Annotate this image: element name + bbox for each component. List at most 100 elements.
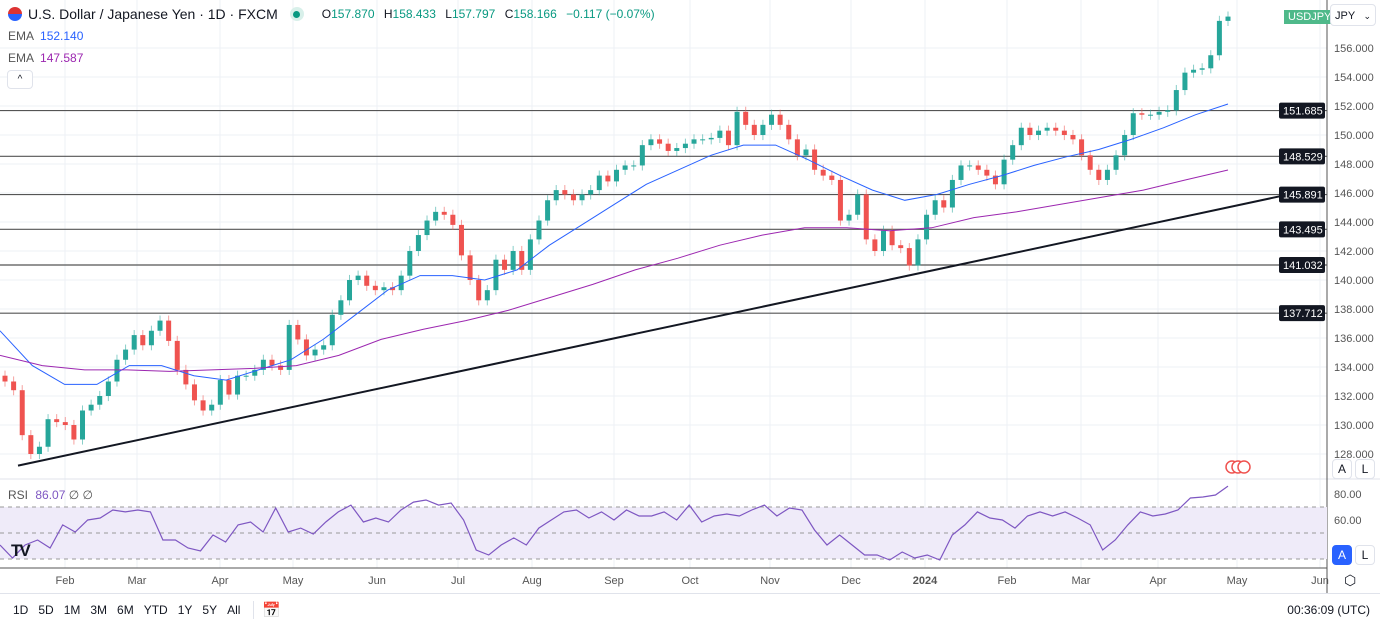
- candle: [1165, 110, 1171, 112]
- price-tick-label: 130.000: [1334, 420, 1374, 432]
- candle: [743, 111, 749, 125]
- candle: [433, 211, 439, 221]
- candle: [80, 410, 86, 440]
- candle: [941, 200, 947, 208]
- candle: [71, 425, 77, 440]
- candle: [708, 137, 714, 140]
- candle: [631, 165, 637, 167]
- rsi-auto-scale-button[interactable]: A: [1332, 545, 1352, 565]
- candle: [622, 165, 628, 170]
- candle: [803, 149, 809, 156]
- trendline[interactable]: [17, 190, 1303, 467]
- market-open-icon: [289, 7, 304, 21]
- candle: [424, 220, 430, 236]
- range-1m[interactable]: 1M: [63, 602, 81, 617]
- candle: [958, 165, 964, 180]
- ohlc-values: O157.870 H158.433 L157.797 C158.166 −0.1…: [316, 7, 655, 21]
- currency-dropdown[interactable]: JPY ⌄: [1330, 4, 1376, 26]
- candle: [734, 111, 740, 146]
- time-tick-label: Mar: [128, 575, 147, 587]
- price-tick-label: 140.000: [1334, 275, 1374, 287]
- range-ytd[interactable]: YTD: [143, 602, 168, 617]
- candle: [355, 275, 361, 280]
- range-5d[interactable]: 5D: [38, 602, 54, 617]
- time-tick-label: Apr: [211, 575, 228, 587]
- time-tick-label: Jul: [451, 575, 465, 587]
- candle: [648, 139, 654, 146]
- range-3m[interactable]: 3M: [90, 602, 108, 617]
- candle: [812, 149, 818, 170]
- candle: [639, 145, 645, 166]
- candle: [725, 130, 731, 146]
- settings-icon[interactable]: ⬡: [1344, 572, 1357, 588]
- calendar-goto-icon[interactable]: 📅: [262, 601, 282, 619]
- price-tick-label: 146.000: [1334, 188, 1374, 200]
- level-price-label-bg: [1279, 102, 1325, 119]
- candle: [467, 255, 473, 280]
- candle: [1010, 145, 1016, 160]
- rsi-legend[interactable]: RSI 86.07 ∅ ∅: [8, 488, 93, 502]
- candle: [1191, 69, 1197, 73]
- currency-value: JPY: [1335, 10, 1356, 22]
- range-5y[interactable]: 5Y: [202, 602, 218, 617]
- price-tick-label: 144.000: [1334, 217, 1374, 229]
- chevron-down-icon: ⌄: [1363, 11, 1371, 21]
- time-tick-label: Apr: [1149, 575, 1166, 587]
- tradingview-logo[interactable]: TV: [11, 541, 31, 560]
- candle: [898, 245, 904, 249]
- candle: [407, 251, 413, 276]
- level-price-label: 145.891: [1283, 190, 1323, 202]
- candle: [347, 280, 353, 301]
- candle: [717, 130, 723, 138]
- range-6m[interactable]: 6M: [117, 602, 134, 617]
- chart-legend: U.S. Dollar / Japanese Yen · 1D · FXCM O…: [8, 6, 655, 22]
- candle: [1173, 90, 1179, 111]
- auto-scale-button[interactable]: A: [1332, 459, 1352, 479]
- candle: [381, 287, 387, 291]
- symbol-title[interactable]: U.S. Dollar / Japanese Yen · 1D · FXCM: [28, 6, 278, 22]
- ema-value: 147.587: [40, 51, 84, 65]
- candle: [174, 340, 180, 370]
- log-scale-button[interactable]: L: [1355, 459, 1375, 479]
- ema-value: 152.140: [40, 29, 84, 43]
- candle: [217, 380, 223, 405]
- candle: [872, 239, 878, 251]
- candle: [700, 139, 706, 141]
- range-all[interactable]: All: [227, 602, 241, 617]
- candle: [932, 200, 938, 215]
- clock[interactable]: 00:36:09 (UTC): [1287, 603, 1370, 617]
- price-tick-label: 134.000: [1334, 362, 1374, 374]
- candle: [11, 381, 17, 391]
- level-price-label-bg: [1279, 186, 1325, 203]
- chevron-up-icon: ^: [17, 74, 23, 85]
- ema-name: EMA: [8, 51, 35, 65]
- candle: [1079, 139, 1085, 156]
- close-value: 158.166: [513, 7, 557, 21]
- candle: [415, 235, 421, 251]
- time-tick-label: 2024: [913, 575, 938, 587]
- collapse-legend-button[interactable]: ^: [7, 70, 33, 89]
- candle: [1182, 72, 1188, 91]
- candle: [2, 375, 8, 382]
- candle: [889, 230, 895, 246]
- rsi-tick-label: 60.00: [1334, 515, 1362, 527]
- range-1d[interactable]: 1D: [13, 602, 29, 617]
- candle: [588, 190, 594, 195]
- rsi-log-scale-button[interactable]: L: [1355, 545, 1375, 565]
- candle: [269, 359, 275, 366]
- level-price-label: 141.032: [1283, 260, 1323, 272]
- candle: [1053, 127, 1059, 131]
- price-tick-label: 128.000: [1334, 449, 1374, 461]
- economic-event-icon[interactable]: [1237, 460, 1251, 474]
- range-1y[interactable]: 1Y: [177, 602, 193, 617]
- candle: [97, 396, 103, 405]
- time-tick-label: Sep: [604, 575, 624, 587]
- candle: [545, 200, 551, 221]
- ema-slow-legend[interactable]: EMA 147.587: [8, 51, 83, 65]
- level-price-label: 148.529: [1283, 151, 1323, 163]
- ema-fast-legend[interactable]: EMA 152.140: [8, 29, 83, 43]
- candle: [967, 165, 973, 167]
- candle: [674, 148, 680, 151]
- price-tick-label: 152.000: [1334, 101, 1374, 113]
